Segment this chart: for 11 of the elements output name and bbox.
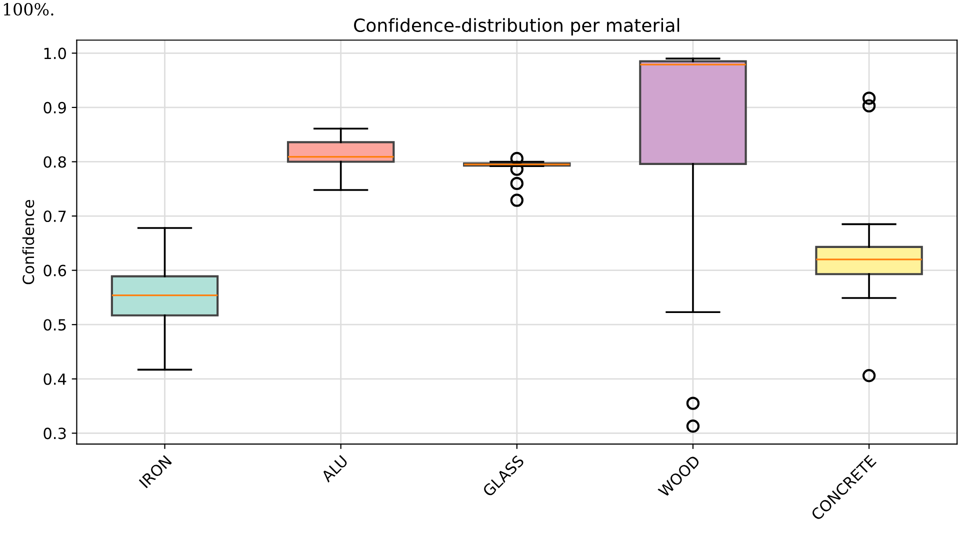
text: 100%. bbox=[4, 2, 54, 16]
y-axis-title: Confidence bbox=[22, 200, 34, 284]
y-tick-label: 0.4 bbox=[44, 373, 66, 385]
y-tick-label: 0.3 bbox=[44, 428, 66, 440]
y-tick-label: 0.6 bbox=[44, 264, 66, 276]
y-tick-label: 0.5 bbox=[44, 319, 66, 331]
y-tick-label: 0.8 bbox=[44, 156, 66, 168]
y-tick-label: 0.9 bbox=[44, 102, 66, 114]
chart-title: Confidence-distribution per material bbox=[354, 18, 680, 36]
y-tick-label: 0.7 bbox=[44, 210, 66, 222]
y-tick-label: 1.0 bbox=[44, 48, 66, 60]
